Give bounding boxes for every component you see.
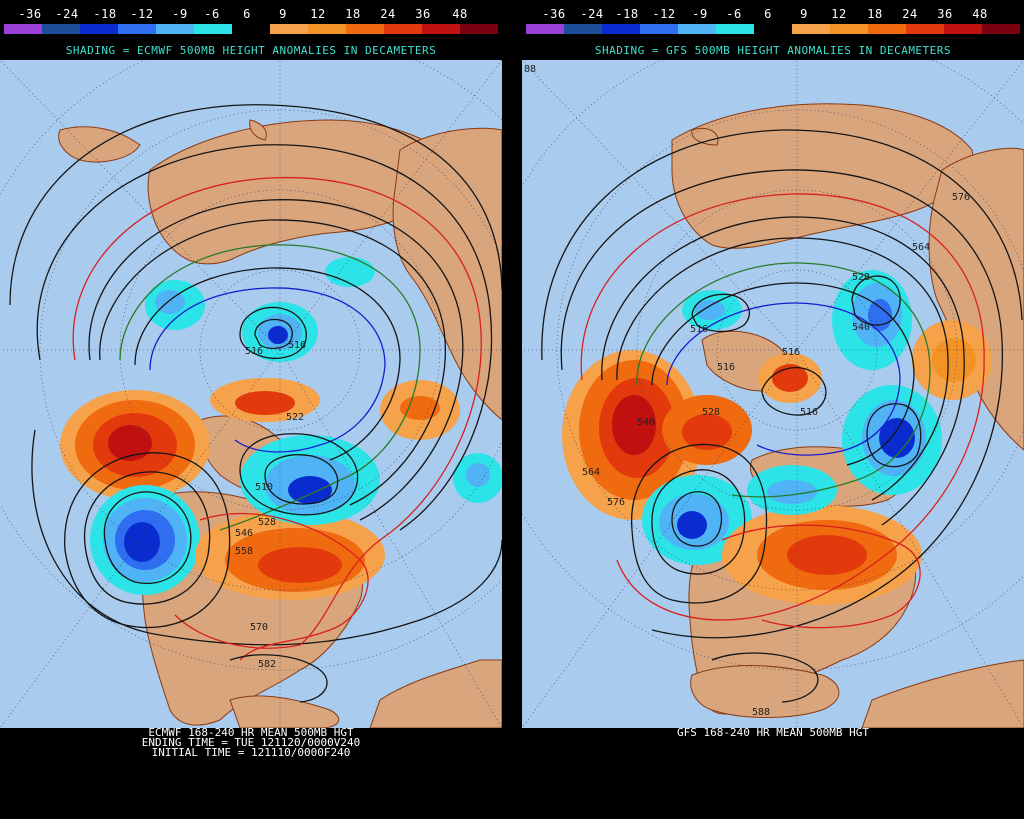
- contour-label: 516: [800, 407, 818, 418]
- colorbar-swatch: [308, 24, 346, 34]
- contour-label: 528: [702, 407, 720, 418]
- colorbar-swatch: [830, 24, 868, 34]
- footer-line: ECMWF 168-240 HR MEAN 500MB HGT: [148, 726, 354, 739]
- anomaly-shading: [562, 270, 992, 605]
- colorbar-swatch: [460, 24, 498, 34]
- colorbar-swatch: [944, 24, 982, 34]
- colorbar-swatch: [982, 24, 1020, 34]
- scale-label: -24: [55, 7, 79, 21]
- shading-title: SHADING = ECMWF 500MB HEIGHT ANOMALIES I…: [65, 44, 437, 57]
- contour-label: 558: [235, 546, 253, 557]
- scale-label: 6: [764, 7, 772, 21]
- scale-label: 48: [452, 7, 468, 21]
- scale-label: -18: [93, 7, 117, 21]
- colorbar-swatch: [526, 24, 564, 34]
- colorbar-swatch: [346, 24, 384, 34]
- colorbar-swatch: [754, 24, 792, 34]
- scale-label: -36: [18, 7, 42, 21]
- scale-label: -9: [692, 7, 708, 21]
- contour-label: 582: [258, 659, 276, 670]
- height-contours: [541, 129, 1023, 703]
- gfs-panel: -36 -24 -18 -12 -9 -6 6 9 12 18 24 36 48…: [522, 0, 1024, 819]
- footer-line: ENDING TIME = TUE 121120/0000V240: [141, 736, 361, 749]
- ecmwf-panel: -36 -24 -18 -12 -9 -6 6 9 12 18 24 36 48…: [0, 0, 502, 819]
- scale-label: 24: [380, 7, 396, 21]
- contour-label: 540: [637, 417, 655, 428]
- contour-label: 564: [582, 467, 600, 478]
- scale-label: 24: [902, 7, 918, 21]
- contour-label: 576: [952, 192, 970, 203]
- lat-lon-grid: [522, 60, 1024, 728]
- scale-label: -12: [130, 7, 154, 21]
- scale-label: 48: [972, 7, 988, 21]
- contour-label: 516: [245, 346, 263, 357]
- scale-label: 18: [345, 7, 361, 21]
- contour-label: 516: [782, 347, 800, 358]
- scale-label: -18: [615, 7, 639, 21]
- colorbar-swatch: [156, 24, 194, 34]
- colorbar-swatch: [640, 24, 678, 34]
- contour-label: 510: [255, 482, 273, 493]
- lat-lon-grid: [0, 60, 502, 728]
- colorbar-swatch: [194, 24, 232, 34]
- colorbar-swatch: [384, 24, 422, 34]
- anomaly-colorbar: [4, 24, 498, 34]
- contour-label: 564: [912, 242, 930, 253]
- contour-label: 516: [717, 362, 735, 373]
- colorbar-swatch: [232, 24, 270, 34]
- contour-labels: 516 516 522 510 546 528 558 570 582: [235, 340, 306, 670]
- colorbar-swatch: [602, 24, 640, 34]
- scale-label: -6: [726, 7, 742, 21]
- ecmwf-height-map: 516 516 522 510 546 528 558 570 582: [0, 60, 502, 728]
- colorbar-swatch: [422, 24, 460, 34]
- colorbar-swatch: [42, 24, 80, 34]
- contour-label: 546: [235, 528, 253, 539]
- contour-label: 516: [288, 340, 306, 351]
- scale-label: 36: [415, 7, 431, 21]
- footer-line: INITIAL TIME = 121110/0000F240: [151, 746, 351, 759]
- anomaly-shading: [60, 257, 502, 600]
- scale-label: 18: [867, 7, 883, 21]
- map-footer: ECMWF 168-240 HR MEAN 500MB HGT ENDING T…: [0, 726, 502, 759]
- gfs-height-map: 516 516 528 516 516 540 528 564 576 588 …: [522, 60, 1024, 728]
- shading-title: SHADING = GFS 500MB HEIGHT ANOMALIES IN …: [594, 44, 952, 57]
- scale-label: -9: [172, 7, 188, 21]
- scale-label: -12: [652, 7, 676, 21]
- footer-line: GFS 168-240 HR MEAN 500MB HGT: [676, 726, 870, 739]
- colorbar-swatch: [678, 24, 716, 34]
- colorbar-swatch: [80, 24, 118, 34]
- colorbar-swatch: [4, 24, 42, 34]
- scale-label: 12: [310, 7, 326, 21]
- contour-label: 570: [250, 622, 268, 633]
- scale-label: 36: [937, 7, 953, 21]
- colorbar-swatch: [868, 24, 906, 34]
- contour-label: 528: [852, 272, 870, 283]
- contour-label: 522: [286, 412, 304, 423]
- contour-label: 528: [258, 517, 276, 528]
- anomaly-scale-labels: -36 -24 -18 -12 -9 -6 6 9 12 18 24 36 48: [522, 6, 1024, 22]
- contour-label: 576: [607, 497, 625, 508]
- scale-label: 9: [279, 7, 287, 21]
- contour-label: 540: [852, 322, 870, 333]
- colorbar-swatch: [564, 24, 602, 34]
- colorbar-swatch: [906, 24, 944, 34]
- map-footer: GFS 168-240 HR MEAN 500MB HGT: [522, 726, 1024, 739]
- contour-label: 516: [690, 324, 708, 335]
- contour-label: 588: [752, 707, 770, 718]
- anomaly-scale-labels: -36 -24 -18 -12 -9 -6 6 9 12 18 24 36 48: [0, 6, 502, 22]
- colorbar-swatch: [118, 24, 156, 34]
- scale-label: 9: [800, 7, 808, 21]
- height-contours: [9, 104, 502, 703]
- colorbar-swatch: [270, 24, 308, 34]
- scale-label: -24: [580, 7, 604, 21]
- scale-label: -36: [542, 7, 566, 21]
- scale-label: -6: [204, 7, 220, 21]
- scale-label: 12: [831, 7, 847, 21]
- contour-labels: 516 516 528 516 516 540 528 564 576 588 …: [524, 64, 970, 718]
- contour-label: 88: [524, 64, 536, 75]
- scale-label: 6: [243, 7, 251, 21]
- anomaly-colorbar: [526, 24, 1020, 34]
- colorbar-swatch: [716, 24, 754, 34]
- colorbar-swatch: [792, 24, 830, 34]
